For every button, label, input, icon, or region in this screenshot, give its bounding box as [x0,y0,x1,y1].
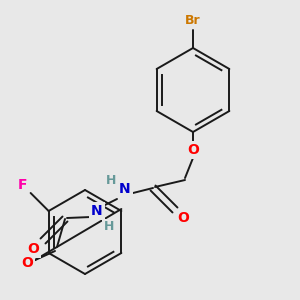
Text: N: N [91,204,103,218]
Text: O: O [21,256,33,270]
Text: N: N [119,182,131,196]
Text: O: O [187,143,199,157]
Text: F: F [18,178,27,192]
Text: H: H [104,220,114,233]
Text: O: O [177,211,189,225]
Text: Br: Br [185,14,201,26]
Text: H: H [106,175,116,188]
Text: O: O [27,242,39,256]
